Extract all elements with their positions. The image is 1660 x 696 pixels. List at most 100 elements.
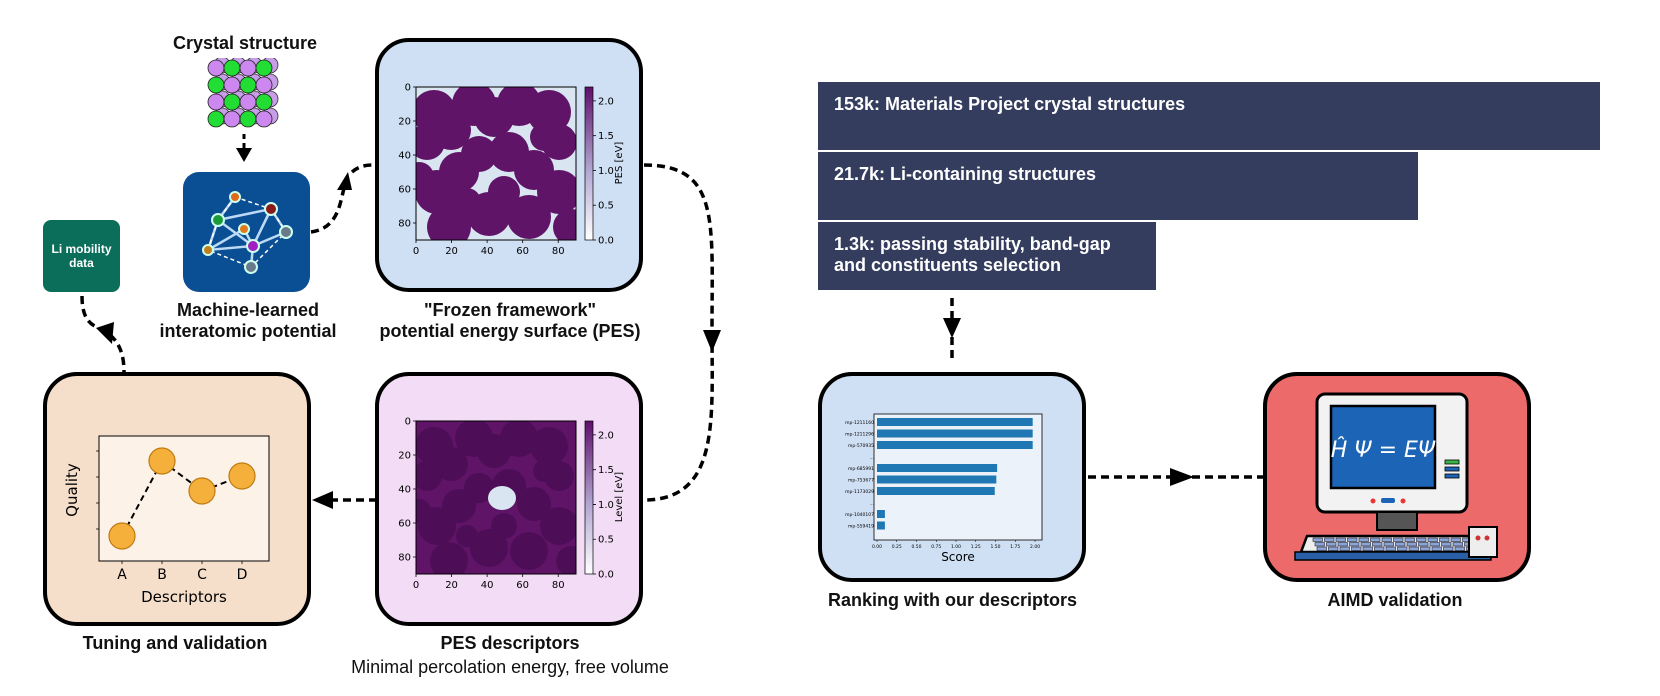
- heatmap-blob: [507, 195, 551, 239]
- crystal-atom: [255, 110, 273, 128]
- pes-label: "Frozen framework" potential energy surf…: [379, 300, 641, 341]
- keyboard-key: [1326, 542, 1337, 547]
- score-bar: [877, 418, 1033, 426]
- keyboard-key: [1370, 537, 1381, 542]
- heatmap-blob: [461, 136, 497, 172]
- y-tick-label: 80: [398, 219, 411, 230]
- keyboard-key: [1347, 537, 1358, 542]
- x-tick-label: 2.00: [1030, 544, 1040, 550]
- keyboard-key: [1439, 537, 1450, 542]
- heatmap-blob: [527, 90, 571, 134]
- x-tick-label: 1.25: [971, 544, 981, 550]
- keyboard-key: [1383, 542, 1394, 547]
- keyboard-key: [1397, 546, 1408, 551]
- heatmap-blob: [510, 532, 548, 570]
- heatmap-blob: [553, 209, 576, 240]
- keyboard-key: [1418, 542, 1429, 547]
- score-bar: [877, 521, 885, 530]
- schrodinger-equation: Ĥ Ψ = EΨ: [1331, 437, 1436, 463]
- score-bar: [877, 441, 1033, 449]
- crystal-structure-label: Crystal structure: [172, 33, 318, 53]
- bar-category-label: mp-753677: [848, 478, 874, 484]
- colorbar-tick-label: 1.0: [598, 500, 614, 511]
- colorbar-tick-label: 1.5: [598, 465, 614, 476]
- keyboard-key: [1360, 542, 1371, 547]
- x-tick-label: 40: [481, 246, 494, 257]
- keyboard-key: [1324, 537, 1335, 542]
- x-tick-label: 0.50: [911, 544, 921, 550]
- funnel-bar-li-containing: 21.7k: Li-containing structures: [818, 152, 1418, 220]
- x-tick-label: 80: [552, 580, 565, 591]
- keyboard-key: [1314, 542, 1325, 547]
- y-tick-label: 40: [398, 151, 411, 162]
- x-tick-label: 80: [552, 246, 565, 257]
- keyboard-key: [1328, 546, 1339, 551]
- y-tick-label: 0: [405, 417, 411, 428]
- keyboard-key: [1404, 537, 1415, 542]
- heatmap-blob: [430, 542, 468, 574]
- heatmap-blob: [434, 447, 468, 481]
- bar-category-label: mp-559419: [848, 524, 874, 530]
- y-tick-label: 60: [398, 519, 411, 530]
- heatmap-blob: [464, 473, 494, 503]
- x-tick-label: A: [117, 567, 127, 583]
- y-tick-label: 0: [405, 83, 411, 94]
- ranking-xlabel: Score: [941, 550, 975, 564]
- x-tick-label: 0.75: [931, 544, 941, 550]
- score-bar: [877, 510, 885, 518]
- x-tick-label: 0: [413, 580, 419, 591]
- pes-colorbar: [584, 86, 594, 241]
- pes-descriptors-panel: 0 20 40 60 80 0 20 40 60 80 0.0 0.5 1.0 1.5 2.0 Level…: [375, 372, 643, 626]
- heatmap-blob: [416, 499, 431, 523]
- crystal-atom: [255, 76, 273, 94]
- bar-category-label: mp-685991: [848, 466, 874, 472]
- computer-icon: Ĥ Ψ = EΨ: [1294, 392, 1498, 561]
- score-bar: [877, 475, 997, 484]
- bar-category-label: ...: [870, 502, 874, 507]
- bar-category-label: mp-1173029: [845, 489, 874, 495]
- bar-category-label: mp-1211160: [845, 420, 874, 426]
- heatmap-blob: [517, 487, 551, 521]
- colorbar-tick-label: 1.0: [598, 166, 614, 177]
- keyboard-key: [1374, 546, 1385, 551]
- crystal-atom: [255, 59, 273, 77]
- funnel-bar-materials-project: 153k: Materials Project crystal structur…: [818, 82, 1600, 150]
- keyboard-key: [1431, 546, 1442, 551]
- x-tick-label: 60: [516, 246, 529, 257]
- tuning-label: Tuning and validation: [82, 633, 268, 653]
- colorbar-tick-label: 2.0: [598, 96, 614, 107]
- li-mobility-data-box: Li mobility data: [43, 220, 120, 292]
- x-tick-label: 0.25: [892, 544, 902, 550]
- pes-colorbar-label: PES [eV]: [614, 142, 625, 185]
- keyboard-key: [1385, 546, 1396, 551]
- keyboard-key: [1337, 542, 1348, 547]
- x-tick-label: 40: [481, 580, 494, 591]
- quality-point: [188, 477, 216, 505]
- heatmap-blob: [470, 529, 508, 567]
- keyboard-key: [1358, 537, 1369, 542]
- heatmap-blob: [533, 460, 555, 482]
- bar-category-label: mp-1211296: [845, 432, 874, 438]
- colorbar-tick-label: 2.0: [598, 430, 614, 441]
- y-tick-label: 40: [398, 485, 411, 496]
- ml-potential-icon: [183, 172, 310, 292]
- keyboard-key: [1406, 542, 1417, 547]
- keyboard-key: [1335, 537, 1346, 542]
- descriptor-colorbar: [584, 420, 594, 575]
- x-tick-label: C: [197, 567, 207, 583]
- colorbar-tick-label: 0.5: [598, 535, 614, 546]
- aimd-label: AIMD validation: [1327, 590, 1463, 610]
- quality-line-segment: [121, 460, 163, 537]
- funnel-bar-selection: 1.3k: passing stability, band-gap and co…: [818, 222, 1156, 290]
- x-tick-label: D: [237, 567, 248, 583]
- keyboard-key: [1450, 537, 1461, 542]
- x-tick-label: 20: [445, 246, 458, 257]
- heatmap-blob: [416, 162, 434, 192]
- heatmap-blob: [456, 525, 478, 547]
- crystal-atom: [255, 93, 273, 111]
- pes-descriptors-label: PES descriptors Minimal percolation ener…: [351, 633, 669, 677]
- keyboard-key: [1349, 542, 1360, 547]
- heatmap-blob: [491, 513, 517, 539]
- quality-point: [228, 462, 256, 490]
- tuning-ylabel: Quality: [63, 463, 81, 517]
